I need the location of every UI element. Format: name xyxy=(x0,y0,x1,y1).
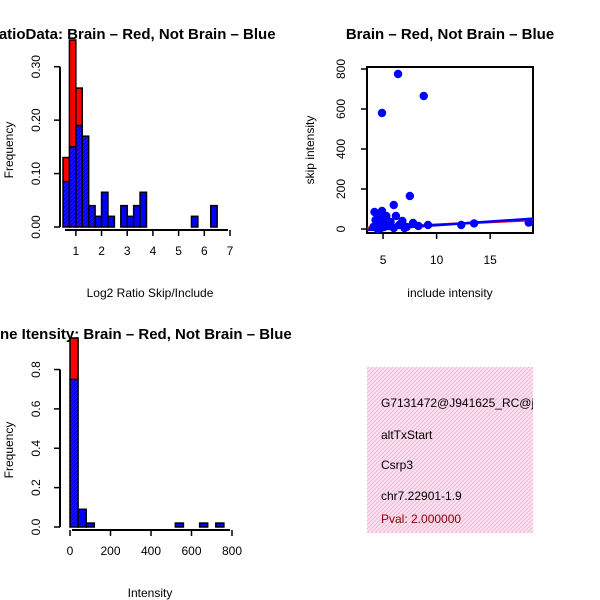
y-tick-label: 0.6 xyxy=(29,400,43,417)
x-tick-label: 10 xyxy=(430,253,444,267)
info-location: chr7.22901-1.9 xyxy=(381,489,462,503)
scatter-point xyxy=(524,218,533,227)
x-tick-label: 0 xyxy=(67,544,74,558)
info-pval: Pval: 2.000000 xyxy=(381,512,461,526)
scatter-point xyxy=(389,200,398,210)
ratio-x-axis-label: Log2 Ratio Skip/Include xyxy=(87,286,214,300)
hist-bar-not-brain xyxy=(139,191,148,228)
scatter-point xyxy=(391,211,401,221)
scatter-point xyxy=(469,219,479,228)
scatter-point xyxy=(400,223,409,233)
intensity-x-axis-label: Intensity xyxy=(128,586,173,600)
scatter-plot-frame xyxy=(366,66,534,234)
scatter-point xyxy=(373,224,382,233)
x-tick-label: 400 xyxy=(141,544,161,558)
scatter-point xyxy=(423,220,433,230)
hist-bar-brain xyxy=(62,156,71,183)
hist-bar-not-brain xyxy=(126,215,135,228)
x-tick-label: 200 xyxy=(100,544,120,558)
y-tick-label: 0.30 xyxy=(29,55,43,79)
scatter-title: Brain – Red, Not Brain – Blue xyxy=(346,26,554,43)
x-tick-label: 600 xyxy=(181,544,201,558)
hist-bar-not-brain xyxy=(107,215,116,228)
hist-bar-brain xyxy=(69,337,79,381)
x-tick-label: 1 xyxy=(73,244,80,258)
ratio-y-axis: 0.00 0.10 0.20 0.30 xyxy=(29,55,61,239)
ratio-histogram-title: RatioData: Brain – Red, Not Brain – Blue xyxy=(0,26,276,43)
hist-bar-not-brain xyxy=(120,204,128,228)
intensity-histogram-bars xyxy=(69,337,225,528)
hist-bar-overlap xyxy=(87,204,96,228)
y-tick-label: 0.8 xyxy=(29,361,43,378)
intensity-histogram-title: Gene Itensity: Brain – Red, Not Brain – … xyxy=(0,326,292,343)
intensity-y-axis: 0.0 0.2 0.4 0.6 0.8 xyxy=(29,361,61,535)
ratio-x-axis: 1 2 3 4 5 6 7 xyxy=(65,229,234,258)
x-tick-label: 6 xyxy=(201,244,208,258)
x-tick-label: 4 xyxy=(150,244,157,258)
hist-bar-overlap xyxy=(68,146,77,228)
scatter-point xyxy=(393,69,403,79)
ratio-y-axis-label: Frequency xyxy=(2,122,16,179)
info-event-type: altTxStart xyxy=(381,428,433,442)
hist-bar-not-brain xyxy=(132,204,141,228)
scatter-point xyxy=(405,191,415,201)
x-tick-label: 15 xyxy=(483,253,497,267)
hist-bar-not-brain xyxy=(94,215,103,228)
info-probe-id: G7131472@J941625_RC@j_at xyxy=(381,396,551,410)
hist-bar-not-brain xyxy=(174,522,185,528)
info-background xyxy=(367,367,533,533)
scatter-panel: Brain – Red, Not Brain – Blue 5 10 15 0 200… xyxy=(303,26,554,300)
x-tick-label: 800 xyxy=(222,544,242,558)
hist-bar-not-brain xyxy=(198,522,209,528)
x-tick-label: 5 xyxy=(175,244,182,258)
intensity-y-axis-label: Frequency xyxy=(2,422,16,479)
x-tick-label: 2 xyxy=(98,244,105,258)
hist-bar-brain xyxy=(75,87,84,127)
scatter-y-axis-label: skip intensity xyxy=(303,116,317,185)
y-tick-label: 400 xyxy=(334,139,348,159)
x-tick-label: 5 xyxy=(380,253,387,267)
scatter-point xyxy=(419,91,428,101)
y-tick-label: 600 xyxy=(334,99,348,119)
y-tick-label: 800 xyxy=(334,59,348,79)
ratio-histogram-bars xyxy=(62,39,218,228)
hist-bar-overlap xyxy=(75,124,84,228)
y-tick-label: 0.20 xyxy=(29,108,43,132)
hist-bar-brain xyxy=(68,39,77,148)
intensity-histogram-panel: Gene Itensity: Brain – Red, Not Brain – … xyxy=(0,326,292,600)
y-tick-label: 0 xyxy=(334,225,348,232)
scatter-point xyxy=(457,220,466,230)
intensity-x-axis: 0 200 400 600 800 xyxy=(67,529,242,558)
hist-bar-not-brain xyxy=(190,215,199,228)
ratio-histogram-panel: RatioData: Brain – Red, Not Brain – Blue… xyxy=(0,26,276,300)
scatter-y-axis: 0 200 400 600 800 xyxy=(334,59,367,232)
scatter-points xyxy=(369,69,533,233)
scatter-point xyxy=(389,223,398,233)
hist-bar-overlap xyxy=(81,135,90,228)
hist-bar-not-brain xyxy=(85,522,96,528)
y-tick-label: 0.10 xyxy=(29,162,43,186)
x-tick-label: 7 xyxy=(227,244,234,258)
hist-bar-overlap xyxy=(69,378,79,528)
y-tick-label: 0.0 xyxy=(29,518,43,535)
hist-bar-not-brain xyxy=(100,191,109,228)
y-tick-label: 0.00 xyxy=(29,215,43,239)
x-tick-label: 3 xyxy=(124,244,131,258)
hist-bar-not-brain xyxy=(209,204,218,228)
info-panel: G7131472@J941625_RC@j_at altTxStart Csrp… xyxy=(367,367,551,533)
scatter-point xyxy=(414,221,423,231)
y-tick-label: 200 xyxy=(334,179,348,199)
hist-bar-not-brain xyxy=(77,508,87,528)
y-tick-label: 0.4 xyxy=(29,440,43,457)
scatter-point xyxy=(377,108,387,118)
y-tick-label: 0.2 xyxy=(29,479,43,496)
scatter-x-axis-label: include intensity xyxy=(407,286,492,300)
hist-bar-not-brain xyxy=(215,522,225,528)
hist-bar-overlap xyxy=(62,180,71,228)
info-gene-name: Csrp3 xyxy=(381,458,413,472)
scatter-x-axis: 5 10 15 xyxy=(380,233,497,267)
